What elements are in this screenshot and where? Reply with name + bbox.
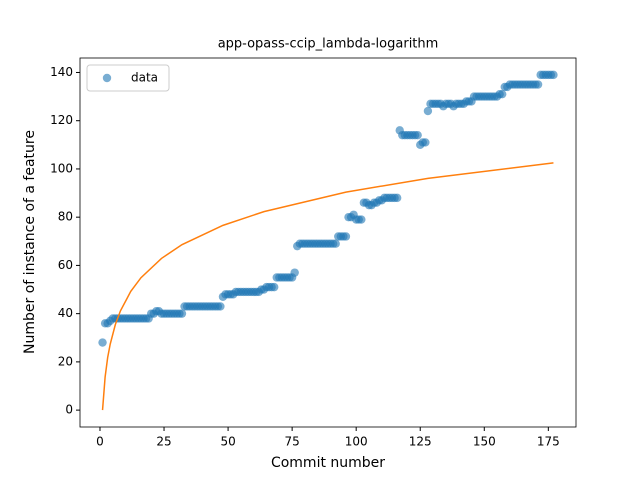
data-point (533, 80, 543, 89)
data-point (421, 138, 430, 147)
x-tick-label: 175 (537, 435, 560, 449)
x-tick-label: 50 (220, 435, 235, 449)
y-tick-label: 140 (50, 65, 73, 79)
data-point (290, 268, 299, 277)
data-point (269, 282, 279, 292)
data-point (357, 215, 366, 224)
data-point (549, 70, 558, 80)
y-axis-label: Number of instance of a feature (22, 130, 38, 354)
x-axis-label: Commit number (271, 455, 385, 471)
y-tick-label: 20 (58, 354, 73, 368)
x-tick-label: 125 (409, 435, 432, 449)
chart-title: app-opass-ccip_lambda-logarithm (218, 37, 439, 52)
y-tick-label: 60 (58, 258, 73, 272)
y-tick-label: 40 (58, 306, 73, 320)
data-point (216, 302, 225, 311)
legend-label: data (131, 71, 158, 85)
data-point (341, 232, 351, 241)
data-point (177, 309, 187, 318)
data-point (498, 89, 507, 99)
legend-box (86, 64, 170, 92)
x-tick-label: 75 (284, 435, 299, 449)
x-tick-label: 100 (345, 435, 368, 449)
data-point (331, 239, 340, 248)
x-tick-label: 150 (473, 435, 496, 449)
axes-frame (79, 57, 577, 428)
data-point (392, 193, 402, 203)
y-tick-label: 80 (58, 210, 73, 224)
data-point (98, 338, 107, 347)
data-point (413, 130, 422, 140)
y-tick-label: 0 (65, 403, 73, 417)
x-tick-label: 0 (96, 435, 104, 449)
legend-marker (102, 73, 112, 83)
data-point (423, 106, 433, 116)
y-tick-label: 100 (50, 161, 73, 175)
x-tick-label: 25 (156, 435, 171, 449)
y-tick-label: 120 (50, 113, 73, 127)
fit-line (101, 162, 554, 411)
